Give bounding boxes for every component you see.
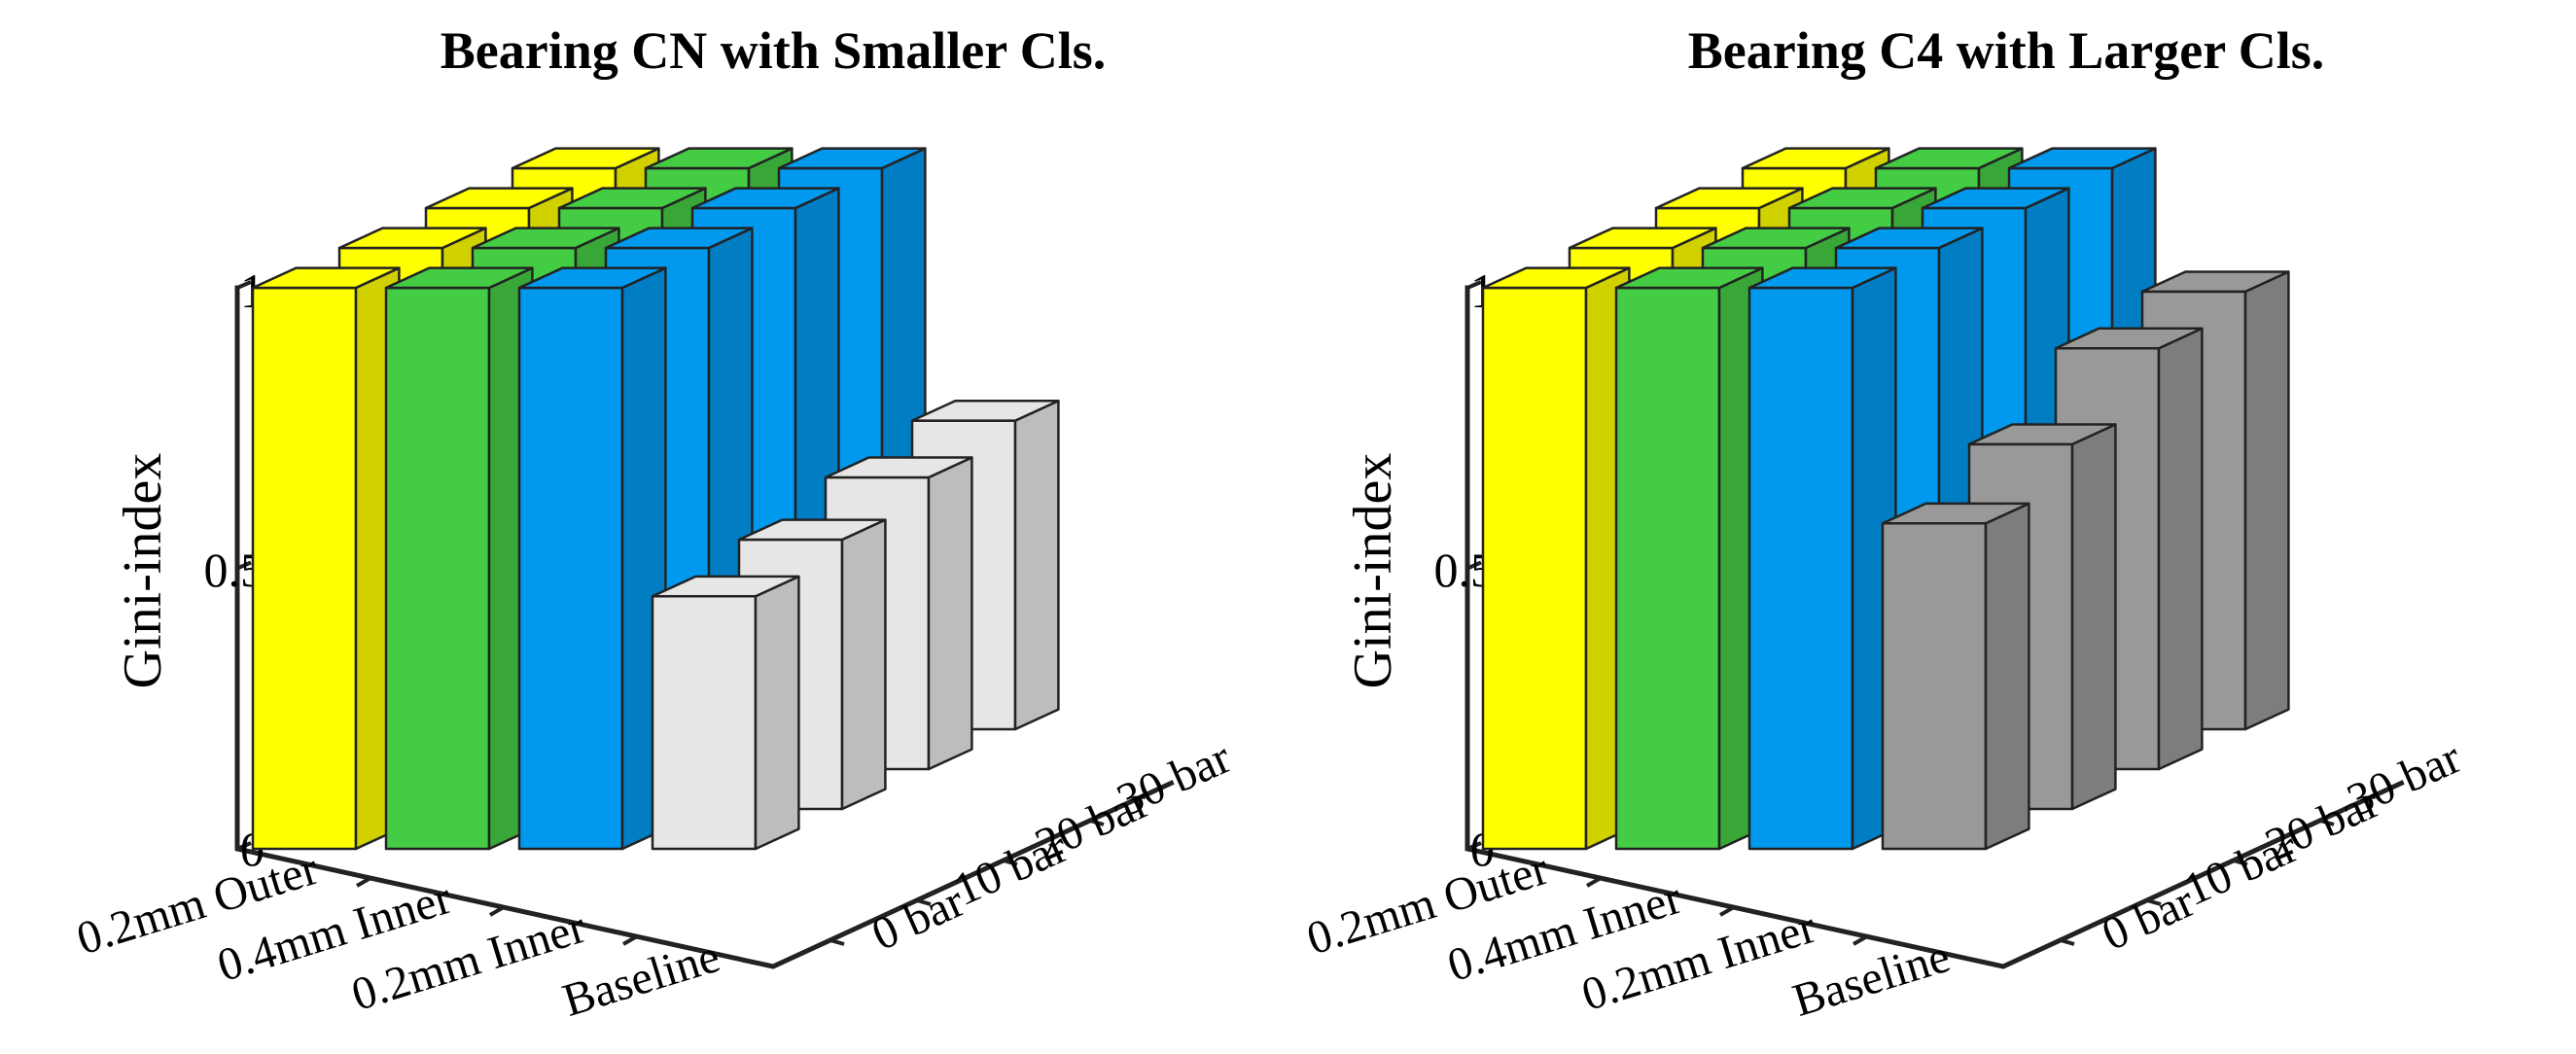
- bar: [251, 266, 401, 851]
- axes: [234, 280, 1175, 969]
- bar-front-face: [517, 286, 624, 851]
- bar-front-face: [1881, 522, 1988, 851]
- bar: [517, 266, 667, 851]
- bar-top-face: [251, 266, 401, 290]
- chart-panel-c4: Bearing C4 with Larger Cls. Gini-index 0…: [1301, 21, 2468, 1027]
- bars: [1481, 147, 2290, 851]
- bar-top-face: [557, 187, 707, 210]
- depth-tick-mark: [1003, 859, 1018, 866]
- depth-tick-mark: [2319, 819, 2335, 826]
- bar-top-face: [1881, 502, 2030, 525]
- bar-side-face: [1984, 502, 2030, 851]
- bar-top-face: [337, 227, 487, 250]
- bar-top-face: [384, 266, 534, 290]
- depth-tick-mark: [916, 898, 932, 906]
- bar-top-face: [1747, 266, 1897, 290]
- y-tick-mark: [236, 841, 252, 851]
- bar-top-face: [1741, 147, 1890, 170]
- bar-side-face: [2070, 423, 2117, 811]
- bar-top-face: [777, 147, 927, 170]
- bar-top-face: [1834, 227, 1984, 250]
- bar: [1481, 266, 1631, 851]
- bar-side-face: [927, 456, 973, 771]
- bar-top-face: [910, 399, 1060, 422]
- bar-top-face: [2054, 327, 2204, 350]
- y-tick-mark: [236, 560, 252, 571]
- bar-front-face: [251, 286, 358, 851]
- bar: [384, 266, 534, 851]
- bar: [1747, 266, 1897, 851]
- bar-side-face: [754, 575, 800, 851]
- depth-tick-mark: [2146, 898, 2162, 906]
- bar-top-face: [1921, 187, 2070, 210]
- bar-top-face: [1614, 266, 1764, 290]
- bar-top-face: [471, 227, 620, 250]
- bar-side-face: [2157, 327, 2204, 771]
- y-axis-label: Gini-index: [113, 453, 173, 689]
- y-tick-mark: [236, 280, 252, 290]
- bar-top-face: [2007, 147, 2157, 170]
- chart-title: Bearing C4 with Larger Cls.: [1688, 21, 2324, 80]
- depth-label: 30 bar: [2340, 731, 2468, 826]
- bar: [1881, 502, 2030, 851]
- bar-top-face: [824, 456, 973, 479]
- bar-top-face: [424, 187, 574, 210]
- y-tick-mark: [1466, 841, 1482, 851]
- depth-tick-mark: [1089, 819, 1105, 826]
- bar-front-face: [1481, 286, 1588, 851]
- bars: [251, 147, 1060, 851]
- bar-front-face: [1747, 286, 1854, 851]
- x-tick-mark: [1719, 905, 1735, 917]
- bar-top-face: [651, 575, 800, 598]
- x-tick-mark: [489, 905, 505, 917]
- bar-top-face: [2140, 270, 2290, 294]
- depth-tick-mark: [829, 938, 845, 946]
- bar-side-face: [1013, 399, 1060, 731]
- y-axis-label: Gini-index: [1343, 453, 1403, 689]
- bar-front-face: [651, 595, 758, 851]
- bar-top-face: [644, 147, 794, 170]
- bar-top-face: [1654, 187, 1804, 210]
- bar: [1614, 266, 1764, 851]
- bar-top-face: [1787, 187, 1937, 210]
- bar-top-face: [1568, 227, 1717, 250]
- bar-front-face: [384, 286, 491, 851]
- bar-top-face: [517, 266, 667, 290]
- x-tick-mark: [1853, 934, 1868, 946]
- bar-top-face: [1967, 423, 2117, 446]
- depth-label: 30 bar: [1110, 731, 1238, 826]
- chart-title: Bearing CN with Smaller Cls.: [441, 21, 1107, 80]
- depth-tick-mark: [2233, 859, 2248, 866]
- depth-tick-mark: [2060, 938, 2075, 946]
- bar-top-face: [737, 518, 887, 542]
- bar-front-face: [1614, 286, 1721, 851]
- bar-top-face: [511, 147, 660, 170]
- bar: [651, 575, 800, 851]
- x-tick-mark: [356, 876, 371, 888]
- axes: [1464, 280, 2405, 969]
- bar-top-face: [604, 227, 754, 250]
- y-tick-mark: [1466, 280, 1482, 290]
- bar-top-face: [1874, 147, 2024, 170]
- bar-top-face: [1701, 227, 1851, 250]
- x-tick-mark: [1586, 876, 1602, 888]
- chart-panel-cn: Bearing CN with Smaller Cls. Gini-index …: [71, 21, 1238, 1027]
- bar-side-face: [2243, 270, 2290, 731]
- bar-side-face: [840, 518, 887, 811]
- bar-top-face: [690, 187, 840, 210]
- bar-top-face: [1481, 266, 1631, 290]
- x-tick-mark: [622, 934, 638, 946]
- y-tick-mark: [1466, 560, 1482, 571]
